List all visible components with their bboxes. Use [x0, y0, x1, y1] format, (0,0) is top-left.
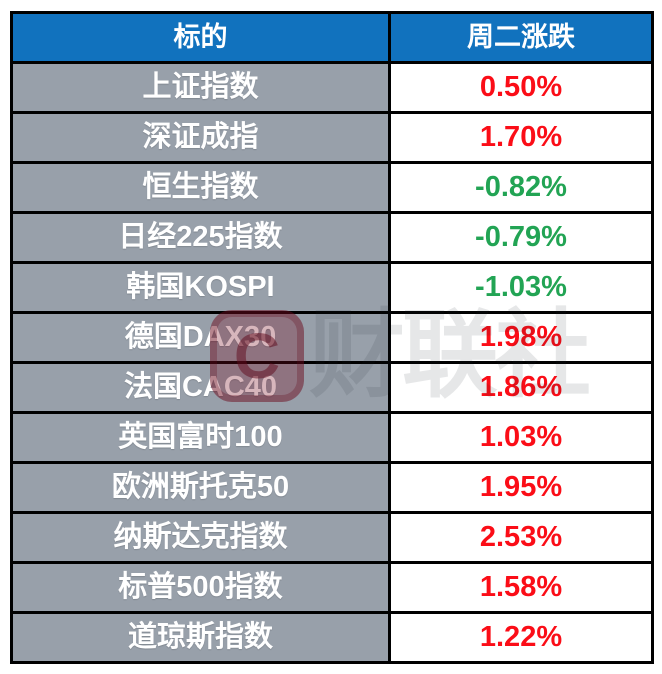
table-row: 德国DAX30 1.98%: [10, 311, 654, 364]
index-name: 韩国KOSPI: [10, 261, 391, 314]
table-row: 纳斯达克指数 2.53%: [10, 511, 654, 564]
table-row: 欧洲斯托克50 1.95%: [10, 461, 654, 514]
index-name: 德国DAX30: [10, 311, 391, 364]
change-value: 1.95%: [388, 461, 654, 514]
table-row: 上证指数 0.50%: [10, 61, 654, 114]
table-row: 日经225指数 -0.79%: [10, 211, 654, 264]
change-value: -1.03%: [388, 261, 654, 314]
table-row: 深证成指 1.70%: [10, 111, 654, 164]
index-name: 标普500指数: [10, 561, 391, 614]
change-value: 1.98%: [388, 311, 654, 364]
table-row: 韩国KOSPI -1.03%: [10, 261, 654, 314]
index-change-table: 标的 周二涨跌 上证指数 0.50% 深证成指 1.70% 恒生指数 -0.82…: [10, 11, 654, 664]
index-name: 欧洲斯托克50: [10, 461, 391, 514]
change-value: 1.03%: [388, 411, 654, 464]
table-row: 法国CAC40 1.86%: [10, 361, 654, 414]
change-value: 0.50%: [388, 61, 654, 114]
index-name: 纳斯达克指数: [10, 511, 391, 564]
change-value: 1.70%: [388, 111, 654, 164]
index-name: 上证指数: [10, 61, 391, 114]
index-name: 道琼斯指数: [10, 611, 391, 664]
change-value: -0.79%: [388, 211, 654, 264]
table-row: 标普500指数 1.58%: [10, 561, 654, 614]
header-row: 标的 周二涨跌: [10, 11, 654, 64]
table-row: 英国富时100 1.03%: [10, 411, 654, 464]
change-value: -0.82%: [388, 161, 654, 214]
index-name: 恒生指数: [10, 161, 391, 214]
index-name: 英国富时100: [10, 411, 391, 464]
header-target: 标的: [10, 11, 391, 64]
index-name: 日经225指数: [10, 211, 391, 264]
change-value: 1.58%: [388, 561, 654, 614]
table-row: 恒生指数 -0.82%: [10, 161, 654, 214]
index-name: 深证成指: [10, 111, 391, 164]
change-value: 2.53%: [388, 511, 654, 564]
table-row: 道琼斯指数 1.22%: [10, 611, 654, 664]
change-value: 1.22%: [388, 611, 654, 664]
header-tuesday-change: 周二涨跌: [388, 11, 654, 64]
change-value: 1.86%: [388, 361, 654, 414]
index-name: 法国CAC40: [10, 361, 391, 414]
